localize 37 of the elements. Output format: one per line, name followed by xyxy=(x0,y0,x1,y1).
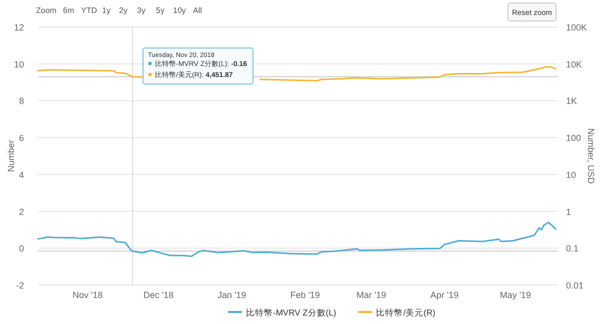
x-tick-label: May '19 xyxy=(500,290,532,300)
y2-axis-title: Number, USD xyxy=(586,128,596,184)
y-tick-label: 6 xyxy=(18,133,24,144)
x-tick-label: Mar '19 xyxy=(356,290,386,300)
y-tick-label: 12 xyxy=(14,22,24,32)
x-tick-label: Apr '19 xyxy=(430,290,459,300)
x-tick-label: Feb '19 xyxy=(290,290,320,300)
y-tick-label: 4 xyxy=(18,170,24,180)
legend-label: 比特幣-MVRV Z分數(L) xyxy=(246,308,336,318)
text: 5y xyxy=(156,6,164,15)
y-tick-label: 8 xyxy=(18,96,24,106)
text: 1y xyxy=(102,6,110,15)
text: 2y xyxy=(119,6,128,15)
y2-tick-label: 100K xyxy=(566,22,588,32)
y-tick-label: 10 xyxy=(14,59,24,70)
text: All xyxy=(193,6,202,15)
text: YTD xyxy=(81,6,98,15)
text: Zoom xyxy=(36,6,57,15)
y-axis-title: Number xyxy=(6,140,16,172)
y-tick-label: 2 xyxy=(18,206,24,217)
y2-tick-label: 10K xyxy=(566,59,582,70)
y2-tick-label: 10 xyxy=(566,170,576,180)
y2-tick-label: 0.1 xyxy=(566,244,579,254)
x-tick-label: Dec '18 xyxy=(143,290,174,300)
text: 10y xyxy=(173,6,186,15)
text: 6m xyxy=(63,6,74,15)
y2-tick-label: 0.01 xyxy=(566,280,584,290)
y2-tick-label: 1K xyxy=(566,96,578,106)
y2-tick-label: 100 xyxy=(566,133,582,144)
y2-tick-label: 1 xyxy=(566,206,572,217)
x-tick-label: Jan '19 xyxy=(217,290,246,300)
legend-label: 比特幣/美元(R) xyxy=(376,308,436,318)
x-tick-label: Nov '18 xyxy=(72,290,103,300)
line-series xyxy=(37,222,556,257)
text: 3y xyxy=(137,6,146,15)
y-tick-label: 0 xyxy=(18,244,24,254)
y-tick-label: -2 xyxy=(16,280,24,290)
